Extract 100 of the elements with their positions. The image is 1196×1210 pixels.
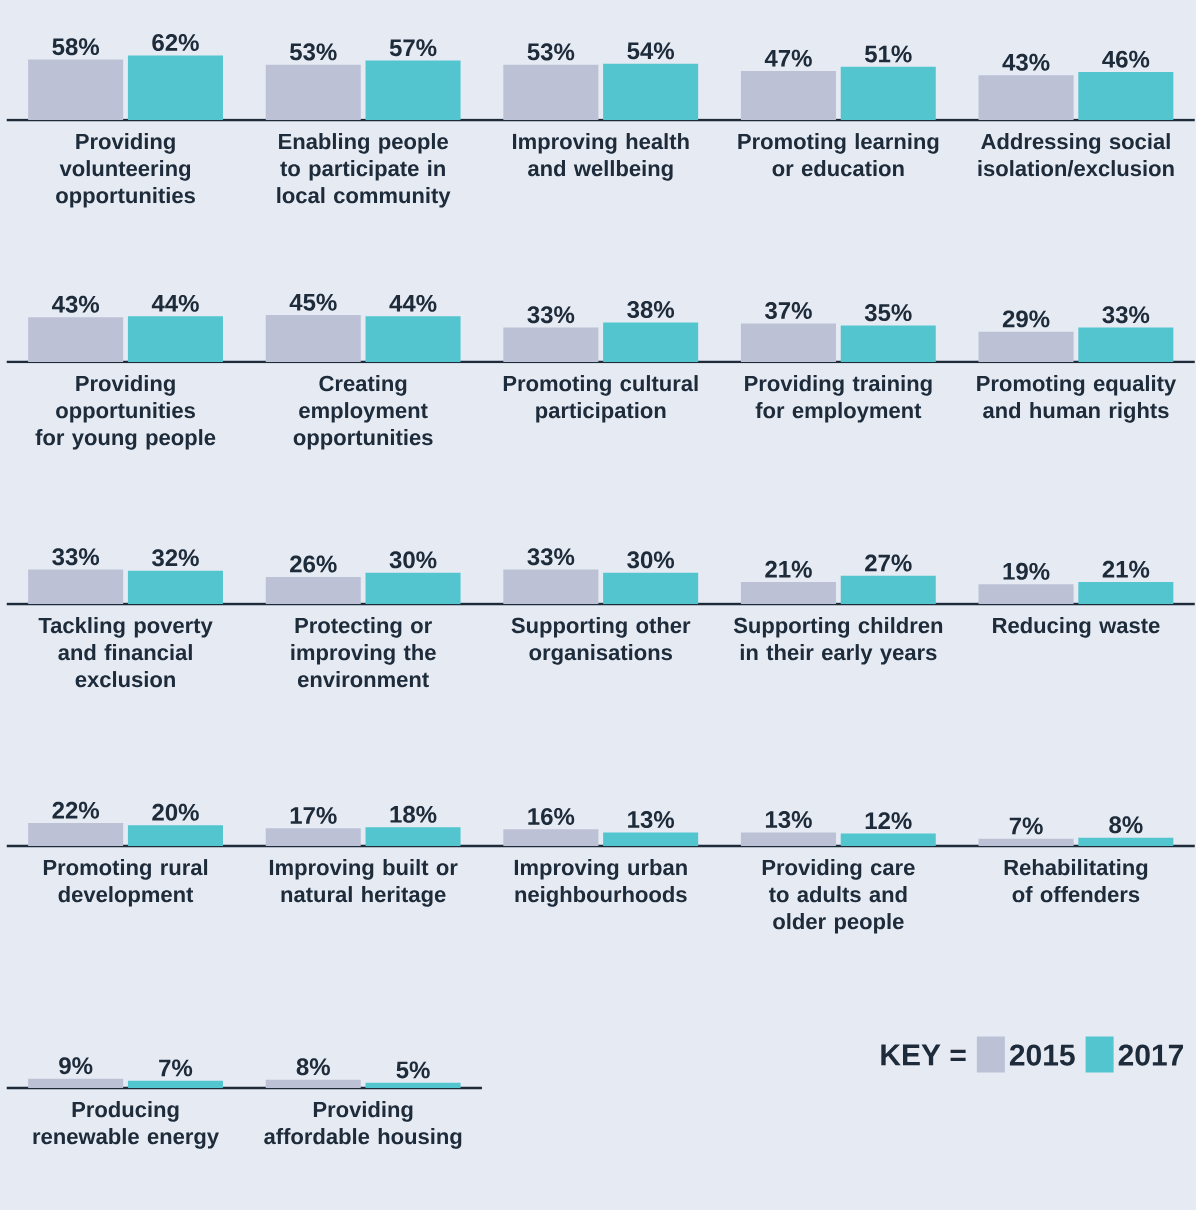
x-tick-label: Promoting rural development <box>43 859 208 907</box>
data-label: 8% <box>296 1058 330 1076</box>
x-tick-label: Tackling poverty and financial exclusion <box>38 617 213 688</box>
x-tick-label: Supporting children in their early years <box>733 617 943 665</box>
data-label: 20% <box>152 803 199 821</box>
bar <box>603 572 699 605</box>
bar <box>1078 72 1174 121</box>
data-label: 51% <box>865 45 912 63</box>
x-tick-label: Creating employment opportunities <box>293 375 433 450</box>
data-label: 7% <box>1009 817 1043 835</box>
bar <box>127 825 223 847</box>
data-label: 18% <box>390 805 437 823</box>
data-label: 54% <box>627 42 675 60</box>
data-label: 30% <box>389 551 437 569</box>
data-label: 13% <box>628 811 675 829</box>
x-tick-label: Providing opportunities for young people <box>35 375 216 450</box>
bar <box>978 584 1074 605</box>
bar <box>265 828 361 847</box>
bar <box>127 570 223 605</box>
data-label: 57% <box>389 39 437 57</box>
bar <box>978 331 1074 363</box>
bar <box>603 832 699 847</box>
data-label: 21% <box>765 560 812 578</box>
x-tick-label: Addressing social isolation/exclusion <box>978 133 1174 177</box>
data-label: 16% <box>528 807 575 825</box>
bar <box>503 327 599 363</box>
x-tick-label: Improving health and wellbeing <box>513 133 689 181</box>
x-tick-label: Improving built or natural heritage <box>269 859 458 907</box>
bar <box>127 316 223 363</box>
data-label: 46% <box>1102 50 1150 68</box>
legend-label: 2015 <box>1009 1044 1075 1066</box>
bar <box>265 315 361 363</box>
bar <box>28 59 124 121</box>
bar <box>365 316 461 363</box>
data-label: 19% <box>1003 562 1050 580</box>
data-label: 47% <box>764 49 812 67</box>
data-label: 43% <box>52 295 100 313</box>
bar <box>503 569 599 605</box>
data-label: 5% <box>396 1061 430 1079</box>
data-label: 27% <box>865 554 912 572</box>
data-label: 26% <box>290 555 337 573</box>
data-label: 22% <box>52 801 100 819</box>
legend-label: 2017 <box>1118 1044 1184 1066</box>
data-label: 37% <box>765 302 812 320</box>
x-tick-label: Promoting equality and human rights <box>977 375 1177 423</box>
bar <box>740 323 837 363</box>
x-tick-label: Producing renewable energy <box>33 1101 219 1149</box>
data-label: 44% <box>389 294 437 312</box>
bar <box>978 838 1074 847</box>
bar <box>840 66 936 121</box>
bar <box>365 827 461 847</box>
data-label: 62% <box>152 34 199 51</box>
data-label: 45% <box>289 293 337 311</box>
x-tick-label: Supporting other organisations <box>511 617 691 665</box>
data-label: 21% <box>1102 560 1150 578</box>
bar <box>603 63 699 121</box>
data-label: 38% <box>627 300 675 319</box>
bar <box>28 569 124 605</box>
data-label: 33% <box>527 548 575 566</box>
bar <box>1078 582 1174 605</box>
data-label: 33% <box>527 306 575 324</box>
x-tick-label: Protecting or improving the environment <box>291 617 436 688</box>
x-tick-label: Promoting learning or education <box>738 133 939 177</box>
bar <box>740 582 837 605</box>
data-label: 7% <box>159 1059 193 1077</box>
x-tick-label: Providing training for employment <box>745 375 932 423</box>
bar <box>265 64 361 121</box>
data-label: 53% <box>290 43 337 61</box>
bar <box>840 325 936 363</box>
data-label: 35% <box>864 304 912 322</box>
bar <box>365 60 461 121</box>
data-label: 53% <box>527 43 575 61</box>
legend-title: KEY = <box>881 1044 966 1066</box>
data-label: 30% <box>627 551 675 569</box>
x-tick-label: Improving urban neighbourhoods <box>514 859 687 907</box>
bar <box>978 75 1074 121</box>
data-label: 13% <box>765 811 812 829</box>
x-tick-label: Rehabilitating of offenders <box>1004 859 1148 903</box>
data-label: 44% <box>151 294 199 312</box>
bar <box>840 833 936 847</box>
data-label: 43% <box>1002 53 1050 71</box>
bar <box>1078 837 1174 847</box>
bar <box>603 322 699 363</box>
bar <box>265 576 361 605</box>
bar <box>127 55 223 121</box>
data-label: 29% <box>1002 310 1050 328</box>
bar <box>28 823 124 847</box>
bar <box>503 829 599 847</box>
x-tick-label: Providing care to adults and older people <box>762 859 915 934</box>
bar <box>840 575 936 605</box>
data-label: 12% <box>865 812 912 830</box>
x-tick-label: Enabling people to participate in local community <box>277 133 451 208</box>
data-label: 33% <box>52 548 100 566</box>
data-label: 9% <box>59 1057 93 1075</box>
bar <box>28 317 124 363</box>
bar <box>740 71 837 121</box>
data-label: 58% <box>52 38 100 56</box>
data-label: 33% <box>1102 306 1150 324</box>
bar <box>740 832 837 847</box>
data-label: 17% <box>290 807 337 824</box>
